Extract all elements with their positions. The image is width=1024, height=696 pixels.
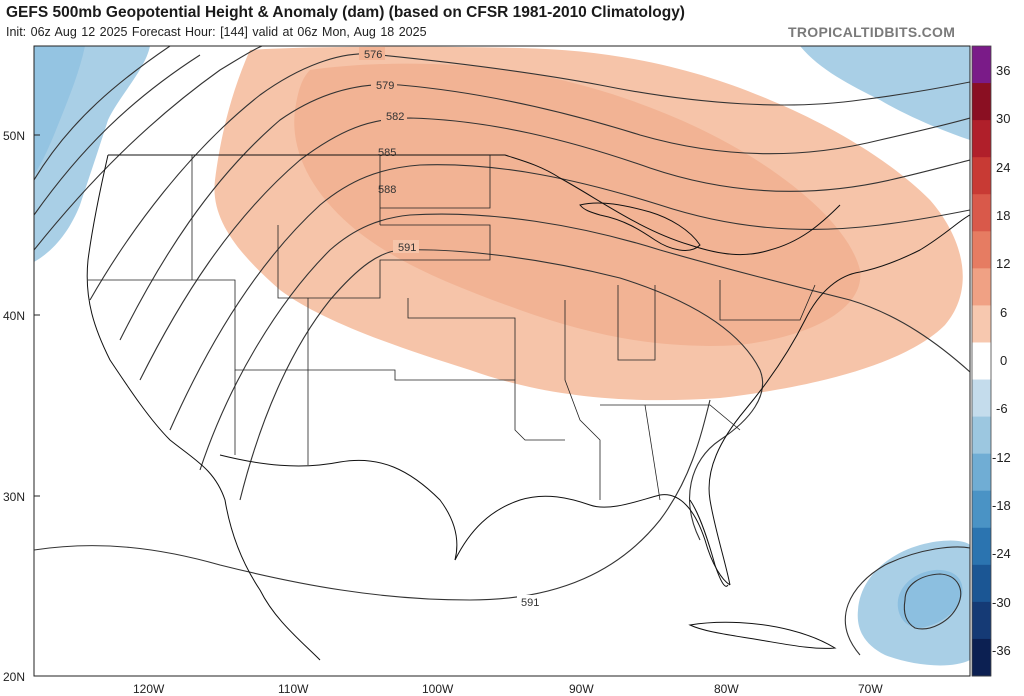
gulf-coastline (454, 494, 731, 586)
colorbar-label: -12 (992, 450, 1011, 465)
colorbar-swatch (972, 305, 991, 343)
contour-label: 591 (521, 597, 539, 609)
lon-label-120w: 120W (133, 682, 165, 696)
state-line (277, 224, 491, 299)
colorbar-label: 24 (996, 160, 1010, 175)
contour-line (89, 53, 970, 301)
colorbar-swatch (972, 46, 991, 84)
contour-line (139, 117, 970, 381)
great-lakes (579, 202, 701, 251)
lon-label-110w: 110W (278, 682, 309, 696)
contour-line (34, 399, 711, 601)
colorbar-swatch (972, 120, 991, 158)
colorbar-swatch (972, 231, 991, 269)
lon-label-90w: 90W (569, 682, 594, 696)
coastlines-and-borders (86, 154, 970, 661)
map-title: GEFS 500mb Geopotential Height & Anomaly… (6, 4, 685, 21)
mexico-border (219, 454, 458, 561)
contour-labels: 576 579 582 585 588 591 591 (359, 47, 543, 609)
colorbar-swatch (972, 490, 991, 529)
colorbar-swatch (972, 416, 991, 455)
contour-line (844, 546, 970, 656)
pacific-coastline (86, 154, 321, 661)
cool-anomaly-northwest-core (34, 46, 85, 175)
lon-label-100w: 100W (422, 682, 454, 696)
colorbar-label: 36 (996, 63, 1010, 78)
colorbar-label: -18 (992, 498, 1011, 513)
colorbar-swatch (972, 638, 991, 677)
state-line (88, 279, 565, 441)
colorbar-swatch (972, 453, 991, 492)
contour-label: 579 (376, 80, 394, 92)
colorbar-label: -36 (992, 643, 1011, 658)
contour-line (239, 249, 764, 541)
state-line (380, 155, 491, 209)
us-canada-border (108, 154, 841, 256)
lon-label-80w: 80W (714, 682, 739, 696)
colorbar-swatch (972, 268, 991, 306)
longitude-labels: 120W 110W 100W 90W 80W 70W (133, 682, 883, 696)
cool-anomaly-southeast-core (897, 569, 963, 628)
colorbar-swatch (972, 342, 991, 381)
atlantic-coastline (708, 214, 970, 586)
map-subtitle: Init: 06z Aug 12 2025 Forecast Hour: [14… (6, 25, 427, 39)
lat-ticks (34, 134, 40, 676)
cool-anomaly-northeast (800, 46, 970, 140)
colorbar-swatch (972, 194, 991, 232)
state-line (600, 404, 741, 431)
colorbar-label: 6 (1000, 305, 1007, 320)
colorbar-swatch (972, 601, 991, 640)
state-boundaries (88, 155, 816, 501)
colorbar-labels: 36 30 24 18 12 6 0 -6 -12 -18 -24 -30 -3… (992, 63, 1011, 658)
state-line (564, 300, 601, 500)
map-plot-area: 576 579 582 585 588 591 591 (34, 46, 970, 676)
colorbar-label: -30 (992, 595, 1011, 610)
lat-label-50n: 50N (3, 129, 25, 143)
contour-label: 582 (386, 111, 404, 123)
height-contours (34, 46, 970, 656)
latitude-labels: 50N 40N 30N 20N (3, 129, 25, 684)
brand-watermark[interactable]: TROPICALTIDBITS.COM (788, 24, 956, 40)
colorbar-label: 12 (996, 256, 1010, 271)
florida-outline (689, 499, 729, 587)
contour-line (119, 83, 970, 341)
lat-label-30n: 30N (3, 490, 25, 504)
contour-line (169, 164, 970, 431)
colorbar-label: 18 (996, 208, 1010, 223)
warm-anomaly-core (294, 63, 861, 346)
contour-label: 585 (378, 147, 396, 159)
contour-line (903, 573, 962, 630)
colorbar-label: 30 (996, 111, 1010, 126)
colorbar-swatch (972, 157, 991, 195)
colorbar-swatch (972, 83, 991, 121)
contour-line (34, 46, 263, 251)
contour-line (34, 54, 201, 216)
colorbar-label: -24 (992, 546, 1011, 561)
colorbar-frame (971, 45, 992, 677)
contour-label: 588 (378, 184, 396, 196)
contour-line (34, 46, 171, 181)
colorbar-label: -6 (996, 401, 1008, 416)
state-line (644, 404, 661, 501)
contour-label: 591 (398, 242, 416, 254)
lon-label-70w: 70W (858, 682, 883, 696)
contour-label: 576 (364, 49, 382, 61)
colorbar-label: 0 (1000, 353, 1007, 368)
cuba-outline (688, 621, 837, 649)
colorbar-swatch (972, 564, 991, 603)
colorbar-swatch (972, 527, 991, 566)
state-line (617, 285, 656, 361)
lat-label-40n: 40N (3, 309, 25, 323)
map-frame (33, 45, 971, 677)
lat-label-20n: 20N (3, 670, 25, 684)
state-line (407, 298, 516, 380)
colorbar-swatch (972, 379, 991, 418)
anomaly-colorbar (971, 45, 992, 677)
state-line (719, 280, 816, 321)
